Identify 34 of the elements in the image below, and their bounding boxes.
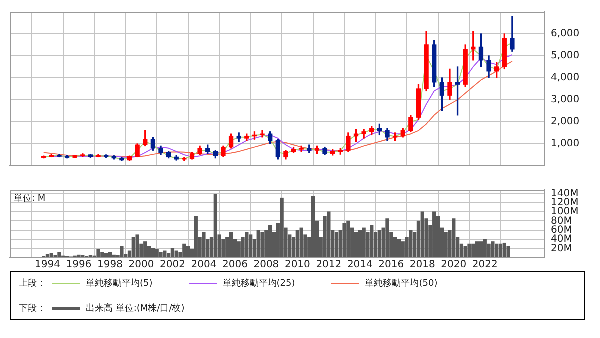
legend-label: 出来高 単位:(M株/口/枚) — [86, 302, 185, 315]
x-tick-label: 1994 — [35, 260, 60, 271]
legend-label: 単純移動平均(5) — [86, 278, 153, 290]
x-tick-label: 2004 — [191, 260, 217, 271]
x-tick-label: 1998 — [98, 260, 123, 271]
y-tick-label: 6,000 — [551, 28, 580, 40]
y-tick-label: 80M — [551, 216, 572, 227]
x-tick-label: 2002 — [160, 260, 186, 271]
y-tick-label: 1,000 — [551, 138, 580, 150]
x-tick-label: 2008 — [254, 260, 280, 271]
y-tick-label: 20M — [551, 243, 572, 254]
x-tick-label: 2016 — [378, 260, 404, 271]
x-tick-label: 2012 — [316, 260, 342, 271]
x-tick-label: 2020 — [441, 260, 467, 271]
x-tick-label: 2000 — [128, 260, 154, 271]
y-tick-label: 140M — [551, 188, 579, 200]
x-tick-label: 1996 — [66, 260, 92, 271]
y-tick-label: 40M — [551, 234, 572, 246]
legend-title: 上段： — [19, 278, 46, 290]
legend-label: 単純移動平均(50) — [365, 278, 438, 290]
legend-label: 単純移動平均(25) — [222, 278, 296, 290]
y-tick-label: 3,000 — [551, 94, 580, 106]
y-tick-label: 2,000 — [551, 116, 580, 128]
y-tick-label: 4,000 — [551, 72, 580, 84]
annotation: 単位: M — [14, 192, 46, 205]
y-tick-label: 100M — [551, 206, 579, 218]
y-tick-label: 5,000 — [551, 50, 580, 62]
x-tick-label: 2010 — [284, 260, 310, 271]
x-tick-label: 2018 — [410, 260, 436, 271]
y-tick-label: 120M — [551, 197, 579, 208]
x-tick-label: 2022 — [472, 260, 498, 271]
legend-title: 下段： — [19, 302, 46, 315]
x-tick-label: 2014 — [347, 260, 373, 271]
x-tick-label: 2006 — [222, 260, 248, 271]
